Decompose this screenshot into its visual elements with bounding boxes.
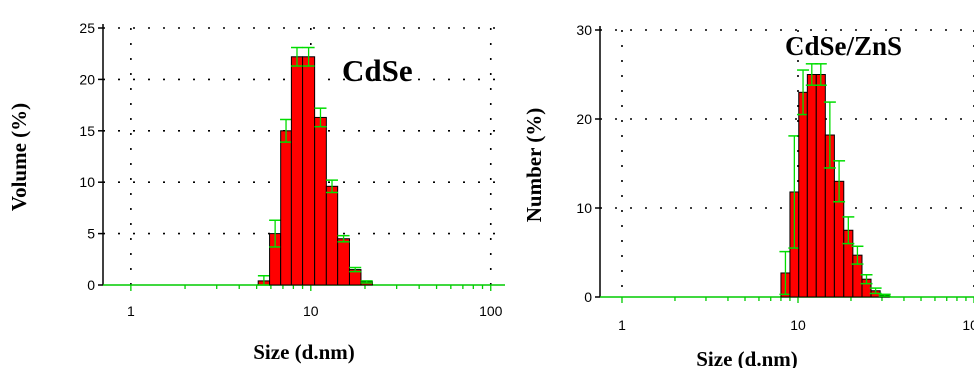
- y-tick-label: 20: [576, 111, 592, 127]
- histogram-bar: [280, 130, 292, 286]
- histogram-bar: [302, 56, 316, 286]
- x-tick-label: 1: [618, 317, 626, 333]
- x-axis-title: Size (d.nm): [253, 340, 355, 364]
- histogram-bar: [325, 185, 339, 286]
- x-tick-label: 100: [962, 317, 974, 333]
- chart-title: CdSe: [342, 53, 413, 88]
- x-tick-label: 10: [790, 317, 806, 333]
- histogram-bar: [798, 91, 808, 298]
- y-tick-label: 10: [79, 174, 95, 190]
- volume-chart: 0 5 10 15 20 25 1 10 100 CdSe Size (d.nm) Volume (%…: [7, 20, 505, 364]
- y-tick-label: 20: [79, 71, 95, 87]
- histogram-bar: [815, 74, 826, 298]
- y-tick-label: 15: [79, 123, 95, 139]
- y-axis-title: Number (%): [522, 108, 546, 223]
- histogram-bar: [290, 56, 304, 286]
- y-tick-label: 25: [79, 20, 95, 36]
- x-tick-label: 10: [303, 303, 319, 319]
- y-tick-label: 5: [87, 226, 95, 242]
- y-tick-label: 0: [584, 289, 592, 305]
- y-tick-label: 10: [576, 200, 592, 216]
- histogram-bar: [806, 74, 817, 298]
- chart-title: CdSe/ZnS: [785, 31, 902, 61]
- x-tick-label: 1: [127, 303, 135, 319]
- number-chart: 0 10 20 30 1 10 100 CdSe/ZnS Size (d.nm) Number (…: [522, 22, 974, 368]
- y-tick-label: 30: [576, 22, 592, 38]
- x-axis-title: Size (d.nm): [696, 347, 798, 368]
- histogram-bar: [337, 238, 350, 286]
- y-axis-title: Volume (%): [7, 103, 31, 211]
- histogram-bar: [314, 116, 327, 286]
- y-tick-label: 0: [87, 277, 95, 293]
- x-tick-label: 100: [479, 303, 503, 319]
